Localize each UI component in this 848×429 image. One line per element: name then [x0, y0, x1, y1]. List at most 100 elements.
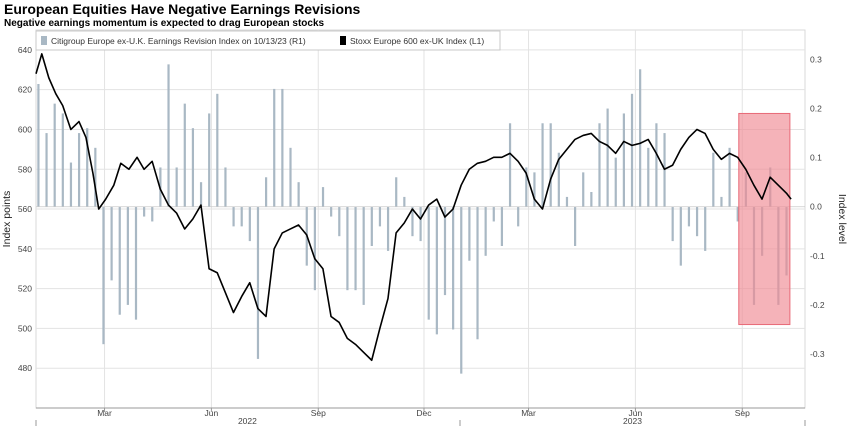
revision-bar — [582, 172, 585, 207]
revision-bar — [61, 113, 64, 207]
x-tick-label: Jun — [629, 408, 643, 418]
revision-bar — [273, 88, 276, 207]
revision-bar — [118, 206, 121, 315]
revision-bar — [452, 206, 455, 330]
left-tick-label: 580 — [18, 164, 32, 174]
revision-bar — [695, 206, 699, 237]
revision-bar — [419, 206, 422, 242]
revision-bar — [297, 182, 300, 207]
revision-bar — [256, 206, 260, 359]
revision-bar — [671, 206, 674, 242]
legend-box — [35, 30, 501, 51]
line-series — [35, 53, 792, 362]
chart-subtitle: Negative earnings momentum is expected t… — [4, 18, 325, 29]
revision-bar — [460, 206, 463, 374]
revision-bar — [232, 206, 235, 227]
revision-bar — [704, 206, 707, 251]
x-tick-label: Mar — [97, 408, 112, 418]
legend-swatch-bars — [41, 36, 47, 45]
revision-bar — [517, 206, 520, 227]
left-tick-label: 560 — [18, 204, 32, 214]
revision-bar — [736, 206, 739, 222]
revision-bar — [199, 182, 203, 207]
left-axis-label: Index points — [1, 191, 13, 248]
x-tick-label: Sep — [311, 408, 326, 418]
revision-bar — [687, 206, 691, 227]
revision-bar — [541, 123, 544, 207]
revision-bar — [549, 123, 552, 207]
revision-bar — [362, 206, 365, 305]
year-label: 2022 — [238, 416, 257, 426]
revision-bar — [508, 123, 512, 207]
revision-bar — [395, 177, 398, 207]
revision-bar — [126, 206, 129, 305]
revision-bar — [500, 206, 504, 246]
left-tick-label: 500 — [18, 323, 32, 333]
revision-bar — [614, 157, 617, 207]
right-tick-label: -0.2 — [810, 300, 825, 310]
revision-bar — [151, 206, 154, 222]
revision-bar — [639, 69, 642, 207]
revision-bar — [557, 152, 560, 207]
revision-bar — [167, 64, 170, 207]
left-axis: 480 500 520 540 560 580 600 620 640 — [18, 45, 32, 373]
left-tick-label: 520 — [18, 284, 32, 294]
revision-bar — [175, 167, 178, 207]
revision-bar — [354, 206, 357, 291]
legend: Citigroup Europe ex-U.K. Earnings Revisi… — [35, 30, 501, 51]
revision-bar — [346, 206, 349, 291]
chart-title: European Equities Have Negative Earnings… — [4, 1, 361, 17]
revision-bar — [110, 206, 113, 281]
revision-bar — [191, 128, 195, 207]
revision-bar — [37, 84, 40, 207]
revision-bar — [143, 206, 146, 217]
revision-bar — [45, 133, 48, 207]
stoxx-line — [35, 53, 792, 362]
left-tick-label: 640 — [18, 45, 32, 55]
revision-bar — [378, 206, 382, 227]
revision-bar — [655, 123, 658, 207]
x-tick-label: Dec — [416, 408, 432, 418]
right-tick-label: 0.2 — [810, 104, 822, 114]
revision-bar — [338, 206, 341, 237]
revision-bar — [574, 206, 577, 246]
revision-bar — [590, 192, 593, 207]
revision-bar — [321, 187, 325, 207]
revision-bar — [720, 196, 723, 207]
revision-bar — [598, 123, 601, 207]
revision-bar — [386, 206, 390, 251]
revision-bar — [427, 206, 430, 320]
revision-bar — [411, 206, 414, 237]
revision-bar — [289, 147, 292, 207]
right-axis-label: Index level — [836, 194, 848, 244]
legend-label-line: Stoxx Europe 600 ex-UK Index (L1) — [350, 36, 484, 46]
legend-swatch-line — [340, 36, 346, 45]
revision-bar — [492, 206, 495, 222]
revision-bar — [224, 167, 227, 207]
right-tick-label: 0.0 — [810, 202, 822, 212]
revision-bar — [248, 206, 251, 242]
year-label: 2023 — [623, 416, 642, 426]
legend-label-bars: Citigroup Europe ex-U.K. Earnings Revisi… — [51, 36, 306, 46]
revision-bar — [77, 133, 81, 207]
revision-bar — [183, 103, 186, 207]
revision-bar — [313, 206, 316, 291]
right-axis: -0.3 -0.2 -0.1 0.0 0.1 0.2 0.3 — [810, 54, 825, 359]
left-tick-label: 480 — [18, 363, 32, 373]
revision-bar — [606, 108, 609, 207]
revision-bar — [216, 93, 219, 207]
revision-bar — [435, 206, 438, 335]
right-tick-label: -0.1 — [810, 251, 825, 261]
revision-bar — [622, 113, 625, 207]
right-tick-label: 0.1 — [810, 153, 822, 163]
revision-bar — [712, 152, 715, 207]
revision-bar — [533, 172, 536, 207]
revision-bar — [330, 206, 333, 217]
revision-bar — [468, 206, 471, 261]
revision-bar — [647, 147, 650, 207]
revision-bar — [403, 196, 406, 207]
x-tick-label: Mar — [521, 408, 536, 418]
revision-bar — [240, 206, 243, 227]
revision-bar — [630, 93, 634, 207]
